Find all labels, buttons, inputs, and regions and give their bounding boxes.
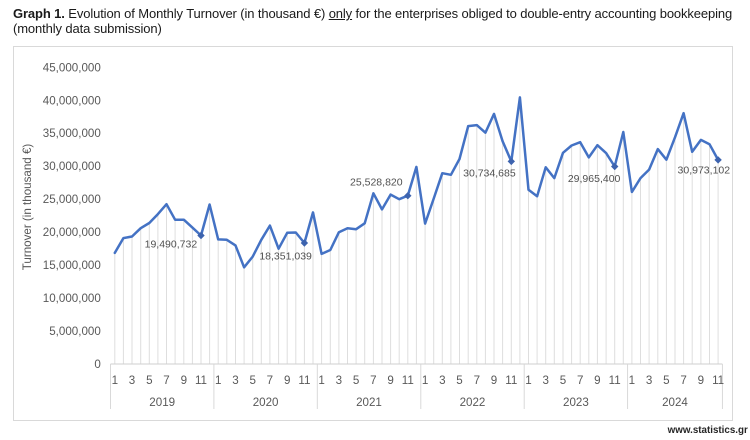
svg-text:5: 5 bbox=[456, 374, 462, 387]
svg-text:11: 11 bbox=[402, 374, 414, 387]
svg-text:7: 7 bbox=[577, 374, 583, 387]
svg-text:19,490,732: 19,490,732 bbox=[145, 238, 198, 250]
svg-text:7: 7 bbox=[680, 374, 686, 387]
svg-text:1: 1 bbox=[525, 374, 531, 387]
svg-text:3: 3 bbox=[542, 374, 548, 387]
svg-text:20,000,000: 20,000,000 bbox=[43, 226, 101, 239]
svg-text:5,000,000: 5,000,000 bbox=[49, 325, 101, 338]
svg-text:7: 7 bbox=[474, 374, 480, 387]
svg-text:25,000,000: 25,000,000 bbox=[43, 193, 101, 206]
svg-text:9: 9 bbox=[387, 374, 393, 387]
svg-text:25,528,820: 25,528,820 bbox=[350, 176, 403, 188]
svg-text:2020: 2020 bbox=[253, 396, 279, 409]
svg-text:11: 11 bbox=[298, 374, 310, 387]
svg-text:11: 11 bbox=[505, 374, 517, 387]
svg-text:7: 7 bbox=[370, 374, 376, 387]
svg-text:30,973,102: 30,973,102 bbox=[678, 165, 731, 177]
svg-text:9: 9 bbox=[594, 374, 600, 387]
svg-text:1: 1 bbox=[112, 374, 118, 387]
svg-text:2023: 2023 bbox=[563, 396, 589, 409]
svg-text:2022: 2022 bbox=[460, 396, 486, 409]
svg-text:11: 11 bbox=[712, 374, 724, 387]
svg-text:30,000,000: 30,000,000 bbox=[43, 160, 101, 173]
svg-text:15,000,000: 15,000,000 bbox=[43, 259, 101, 272]
svg-text:11: 11 bbox=[609, 374, 621, 387]
svg-text:5: 5 bbox=[146, 374, 152, 387]
svg-text:1: 1 bbox=[318, 374, 324, 387]
svg-text:1: 1 bbox=[629, 374, 635, 387]
svg-text:7: 7 bbox=[267, 374, 273, 387]
svg-text:29,965,400: 29,965,400 bbox=[568, 173, 621, 185]
svg-text:2021: 2021 bbox=[356, 396, 382, 409]
svg-text:18,351,039: 18,351,039 bbox=[259, 251, 312, 263]
svg-text:45,000,000: 45,000,000 bbox=[43, 61, 101, 74]
svg-text:30,734,685: 30,734,685 bbox=[463, 168, 516, 180]
svg-text:2024: 2024 bbox=[662, 396, 688, 409]
svg-text:5: 5 bbox=[663, 374, 669, 387]
svg-text:2019: 2019 bbox=[149, 396, 175, 409]
svg-text:35,000,000: 35,000,000 bbox=[43, 127, 101, 140]
svg-text:9: 9 bbox=[698, 374, 704, 387]
svg-text:Turnover (in thousand €): Turnover (in thousand €) bbox=[21, 144, 34, 271]
svg-text:11: 11 bbox=[195, 374, 207, 387]
svg-text:3: 3 bbox=[336, 374, 342, 387]
svg-text:1: 1 bbox=[422, 374, 428, 387]
svg-text:1: 1 bbox=[215, 374, 221, 387]
svg-text:3: 3 bbox=[646, 374, 652, 387]
svg-text:9: 9 bbox=[284, 374, 290, 387]
svg-text:0: 0 bbox=[94, 358, 100, 371]
svg-text:9: 9 bbox=[491, 374, 497, 387]
svg-text:3: 3 bbox=[232, 374, 238, 387]
svg-text:5: 5 bbox=[353, 374, 359, 387]
svg-text:3: 3 bbox=[129, 374, 135, 387]
svg-text:5: 5 bbox=[249, 374, 255, 387]
svg-text:5: 5 bbox=[560, 374, 566, 387]
svg-text:9: 9 bbox=[181, 374, 187, 387]
svg-text:7: 7 bbox=[163, 374, 169, 387]
svg-text:3: 3 bbox=[439, 374, 445, 387]
svg-text:40,000,000: 40,000,000 bbox=[43, 94, 101, 107]
svg-text:10,000,000: 10,000,000 bbox=[43, 292, 101, 305]
